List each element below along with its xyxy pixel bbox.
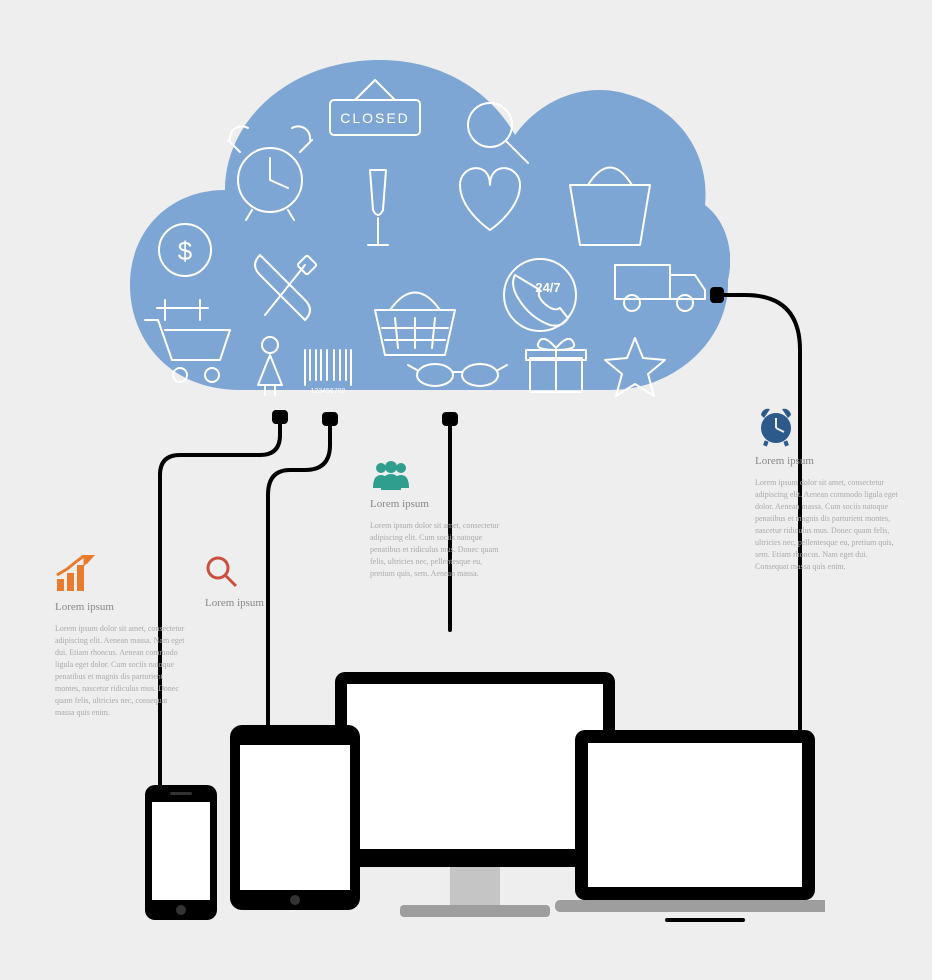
callout-body: Lorem ipsum dolor sit amet, consectetur … bbox=[755, 477, 900, 573]
gift-icon bbox=[526, 339, 586, 392]
shopping-bag-icon bbox=[570, 168, 650, 246]
closed-label: CLOSED bbox=[340, 110, 410, 126]
star-icon bbox=[605, 338, 665, 396]
cloud: CLOSED $ bbox=[130, 40, 730, 440]
service-label: 24/7 bbox=[535, 280, 560, 295]
devices bbox=[145, 670, 825, 950]
barcode-label: 123456789 bbox=[310, 388, 345, 395]
callout-title: Lorem ipsum bbox=[755, 455, 900, 467]
callout-alarm: Lorem ipsum Lorem ipsum dolor sit amet, … bbox=[755, 405, 900, 573]
closed-sign-icon: CLOSED bbox=[330, 80, 420, 135]
svg-text:$: $ bbox=[178, 236, 193, 266]
magnifier-icon bbox=[205, 555, 239, 589]
cloud-icons-group: CLOSED $ bbox=[130, 40, 730, 420]
callout-title: Lorem ipsum bbox=[205, 597, 305, 609]
callout-title: Lorem ipsum bbox=[55, 601, 185, 613]
monitor-device bbox=[335, 672, 615, 917]
callout-people: Lorem ipsum Lorem ipsum dolor sit amet, … bbox=[370, 460, 500, 580]
tools-icon bbox=[255, 255, 317, 320]
alarm-clock-icon bbox=[228, 126, 312, 220]
sunglasses-icon bbox=[408, 364, 507, 386]
phone-device bbox=[145, 785, 217, 920]
tablet-device bbox=[230, 725, 360, 910]
chart-icon bbox=[55, 555, 95, 593]
truck-icon bbox=[615, 265, 705, 311]
alarm-icon bbox=[755, 405, 797, 447]
cart-icon bbox=[145, 300, 230, 382]
people-icon bbox=[370, 460, 412, 490]
callout-title: Lorem ipsum bbox=[370, 498, 500, 510]
laptop-device bbox=[555, 730, 825, 922]
dollar-coin-icon: $ bbox=[159, 224, 211, 276]
magnifier-icon bbox=[468, 103, 528, 163]
basket-icon bbox=[375, 293, 455, 356]
callout-body: Lorem ipsum dolor sit amet, consectetur … bbox=[370, 520, 500, 580]
person-icon bbox=[258, 337, 282, 395]
glass-icon bbox=[368, 170, 388, 245]
barcode-icon: 123456789 bbox=[305, 350, 351, 395]
heart-icon bbox=[460, 168, 520, 230]
callout-magnifier: Lorem ipsum bbox=[205, 555, 305, 619]
phone-247-icon: 24/7 bbox=[504, 259, 576, 331]
